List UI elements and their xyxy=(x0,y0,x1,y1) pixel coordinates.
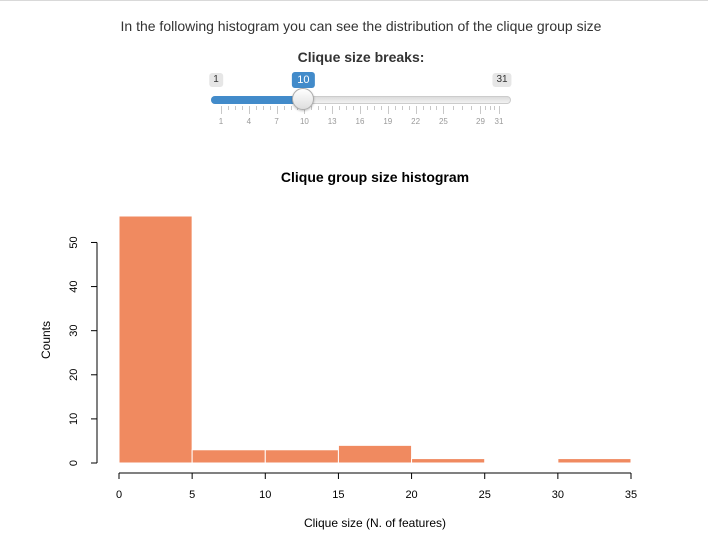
slider-grid-tick xyxy=(221,106,222,114)
x-tick-label: 0 xyxy=(116,489,122,501)
slider-grid-label: 1 xyxy=(218,117,224,126)
y-tick-label: 30 xyxy=(68,325,80,337)
slider-grid-minor-tick xyxy=(241,106,243,110)
histogram-bar xyxy=(118,215,193,464)
slider-grid-minor-tick xyxy=(311,106,313,110)
histogram-bar xyxy=(411,458,486,464)
slider-grid-tick xyxy=(360,106,361,114)
histogram-bar xyxy=(557,458,632,464)
slider-grid-label: 13 xyxy=(327,117,337,126)
slider-grid-tick xyxy=(248,106,250,114)
slider-grid-minor-tick xyxy=(380,106,382,110)
x-tick-label: 35 xyxy=(625,489,637,501)
slider-grid-minor-tick xyxy=(318,106,320,110)
slider-grid-minor-tick xyxy=(461,106,463,110)
x-axis-title: Clique size (N. of features) xyxy=(304,516,446,530)
slider-grid-minor-tick xyxy=(339,106,341,110)
slider-grid-tick xyxy=(276,106,278,114)
slider-grid-label: 22 xyxy=(411,117,421,126)
chart-title: Clique group size histogram xyxy=(280,169,470,185)
x-tick-label: 5 xyxy=(189,489,195,501)
y-tick-label: 40 xyxy=(68,280,80,292)
slider-grid-label: 29 xyxy=(476,117,485,126)
slider-grid-minor-tick xyxy=(353,106,355,110)
slider-value-badge: 10 xyxy=(292,72,315,88)
slider-grid-tick xyxy=(499,106,500,114)
slider-grid-label: 25 xyxy=(438,117,448,126)
histogram-bar xyxy=(337,444,413,464)
slider-grid-tick xyxy=(387,106,389,114)
slider-grid-minor-tick xyxy=(227,106,229,110)
slider-grid-minor-tick xyxy=(401,106,403,110)
slider-fill xyxy=(211,96,304,104)
slider-grid-minor-tick xyxy=(373,106,375,110)
intro-text: In the following histogram you can see t… xyxy=(120,18,602,34)
slider-min-badge: 1 xyxy=(209,73,223,87)
slider-grid-tick xyxy=(443,106,445,114)
slider-handle[interactable] xyxy=(292,88,315,110)
y-axis-title: Counts xyxy=(39,321,53,359)
slider-grid-tick xyxy=(480,106,482,114)
slider-max-badge: 31 xyxy=(492,73,512,87)
x-tick-label: 30 xyxy=(552,489,564,501)
slider-grid-minor-tick xyxy=(429,106,431,110)
y-tick-label: 0 xyxy=(68,460,80,466)
x-tick-label: 20 xyxy=(405,489,417,501)
slider-grid-minor-tick xyxy=(234,106,236,110)
slider-grid-minor-tick xyxy=(422,106,424,110)
top-divider xyxy=(0,0,708,1)
slider-grid-minor-tick xyxy=(366,106,368,110)
x-tick-label: 10 xyxy=(259,489,271,501)
histogram-bar xyxy=(191,449,266,464)
y-tick-label: 20 xyxy=(68,369,80,381)
slider-grid-label: 16 xyxy=(355,117,365,126)
slider-grid-tick xyxy=(332,106,334,114)
slider-grid-minor-tick xyxy=(485,106,487,110)
slider-grid-label: 10 xyxy=(299,117,309,126)
slider-grid-minor-tick xyxy=(494,106,496,110)
slider-grid-minor-tick xyxy=(489,106,491,110)
slider-grid-tick xyxy=(415,106,417,114)
slider-grid-minor-tick xyxy=(325,106,327,110)
slider-grid-minor-tick xyxy=(269,106,271,110)
slider-grid-minor-tick xyxy=(394,106,396,110)
slider-grid-minor-tick xyxy=(436,106,438,110)
slider-grid-minor-tick xyxy=(262,106,264,110)
slider-grid-label: 4 xyxy=(246,117,252,126)
slider-grid-minor-tick xyxy=(255,106,257,110)
slider-grid-minor-tick xyxy=(471,106,473,110)
slider-label: Clique size breaks: xyxy=(297,49,425,65)
slider-grid-minor-tick xyxy=(452,106,454,110)
x-tick-label: 25 xyxy=(479,489,491,501)
y-tick-label: 50 xyxy=(68,236,80,248)
slider-grid-label: 19 xyxy=(383,117,393,126)
slider-grid-label: 31 xyxy=(494,117,504,126)
histogram-bar xyxy=(264,449,339,464)
slider-grid-minor-tick xyxy=(290,106,292,110)
slider-grid-tick xyxy=(304,106,306,114)
slider-grid-minor-tick xyxy=(408,106,410,110)
x-tick-label: 15 xyxy=(332,489,344,501)
slider-grid-minor-tick xyxy=(346,106,348,110)
slider-grid-label: 7 xyxy=(274,117,279,126)
y-tick-label: 10 xyxy=(68,413,80,425)
slider-grid-minor-tick xyxy=(283,106,285,110)
clique-size-slider[interactable]: 1 31 10 1 4 7 10 13 16 19 22 25 29 31 xyxy=(0,0,708,140)
